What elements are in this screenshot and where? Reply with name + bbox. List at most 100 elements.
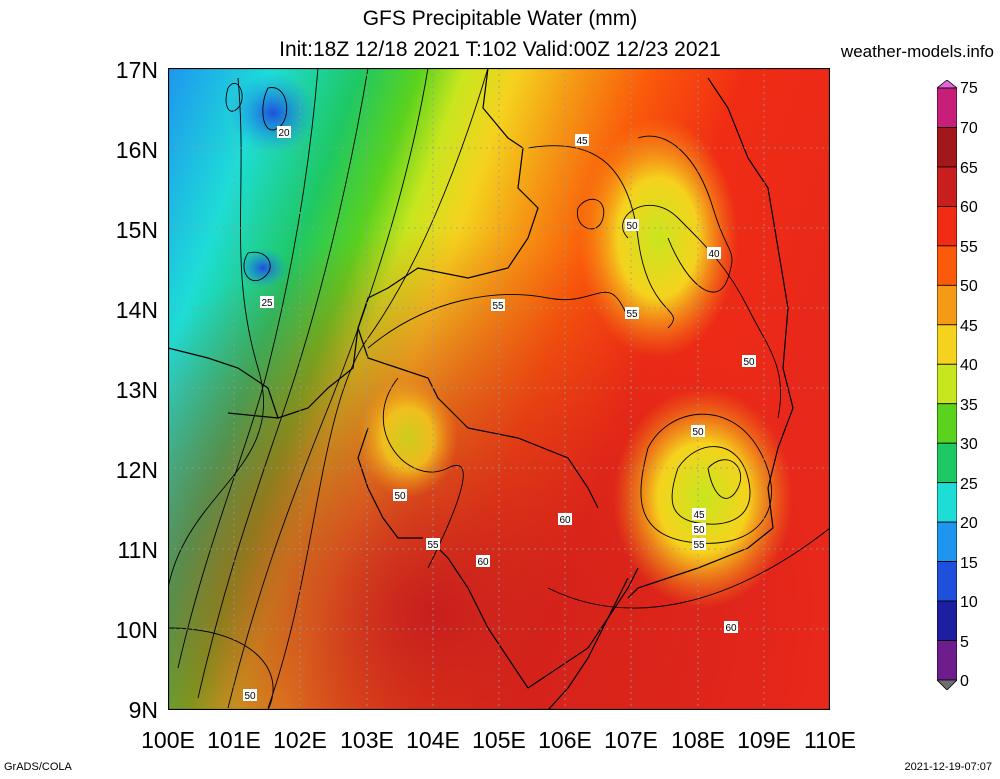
precipitable-water-map: 20 25 45 50 40 55 55 50 50 50 45 50 55 60 55 60 60 50 — [168, 68, 830, 710]
colorbar-label: 55 — [960, 239, 978, 256]
svg-text:50: 50 — [692, 427, 704, 438]
svg-text:50: 50 — [743, 357, 755, 368]
contour-label: 40 — [707, 247, 721, 260]
colorbar-step — [937, 482, 957, 523]
moisture-low-north — [578, 118, 738, 358]
contour-label: 50 — [692, 523, 706, 536]
svg-text:50: 50 — [693, 525, 705, 536]
colorbar-step — [937, 521, 957, 562]
lat-label: 10N — [115, 617, 158, 643]
colorbar-label: 40 — [960, 357, 978, 374]
colorbar-label: 75 — [960, 80, 978, 97]
svg-text:55: 55 — [693, 540, 705, 551]
contour-label: 60 — [558, 513, 572, 526]
lat-label: 12N — [115, 457, 158, 483]
colorbar-step — [937, 403, 957, 444]
coastlines-borders — [168, 68, 794, 710]
lat-label: 17N — [115, 57, 158, 83]
lon-label: 108E — [671, 727, 725, 753]
svg-text:45: 45 — [576, 136, 588, 147]
svg-text:20: 20 — [278, 128, 290, 139]
colorbar-step — [937, 600, 957, 641]
lon-label: 110E — [803, 727, 856, 753]
lon-label: 109E — [737, 727, 791, 753]
svg-text:25: 25 — [261, 298, 273, 309]
lat-label: 13N — [115, 377, 158, 403]
map-title: GFS Precipitable Water (mm) — [362, 7, 638, 30]
svg-text:50: 50 — [394, 491, 406, 502]
contour-label: 45 — [692, 508, 706, 521]
contour-label: 55 — [426, 538, 440, 551]
svg-text:55: 55 — [427, 540, 439, 551]
lat-label: 11N — [117, 537, 159, 563]
contour-lines — [168, 68, 830, 710]
svg-text:60: 60 — [477, 557, 489, 568]
contour-label: 60 — [724, 621, 738, 634]
moisture-low-east — [613, 388, 793, 608]
contour-label: 20 — [277, 126, 291, 139]
colorbar-label: 35 — [960, 397, 978, 414]
lat-label: 15N — [115, 217, 158, 243]
colorbar-label: 20 — [960, 515, 978, 532]
colorbar-step — [937, 363, 957, 405]
lon-label: 103E — [340, 727, 394, 753]
contour-label: 50 — [691, 425, 705, 438]
lon-label: 105E — [472, 727, 526, 753]
colorbar-step — [937, 206, 957, 247]
svg-text:50: 50 — [626, 221, 638, 232]
contour-label: 45 — [575, 134, 589, 147]
site-label: weather-models.info — [840, 42, 994, 61]
dry-core-west — [238, 248, 288, 288]
contour-label: 25 — [260, 296, 274, 309]
contour-label: 50 — [393, 489, 407, 502]
contour-label: 55 — [692, 538, 706, 551]
colorbar-step — [937, 245, 957, 286]
colorbar-step — [937, 284, 957, 326]
svg-text:45: 45 — [693, 510, 705, 521]
lon-label: 106E — [538, 727, 592, 753]
colorbar-label: 25 — [960, 476, 978, 493]
lat-label: 9N — [128, 697, 158, 723]
dry-core-north — [228, 73, 318, 153]
lat-label: 16N — [115, 137, 158, 163]
colorbar-label: 70 — [960, 120, 978, 137]
lon-label: 102E — [273, 727, 327, 753]
contour-label: 55 — [491, 299, 505, 312]
lon-label: 107E — [604, 727, 658, 753]
colorbar-label: 50 — [960, 278, 978, 295]
colorbar-label: 0 — [960, 673, 969, 690]
colorbar-label: 5 — [960, 634, 969, 651]
colorbar-label: 45 — [960, 318, 978, 335]
map-subtitle: Init:18Z 12/18 2021 T:102 Valid:00Z 12/2… — [279, 38, 721, 61]
colorbar-label: 65 — [960, 160, 978, 177]
contour-labels: 20 25 45 50 40 55 55 50 50 50 45 50 55 60 55 60 60 50 — [243, 126, 756, 702]
colorbar-label: 15 — [960, 555, 978, 572]
svg-text:40: 40 — [708, 249, 720, 260]
colorbar-label: 60 — [960, 199, 978, 216]
colorbar-step — [937, 127, 957, 168]
colorbar-step — [937, 166, 957, 207]
colorbar-label: 10 — [960, 594, 978, 611]
footer-left: GrADS/COLA — [4, 761, 72, 773]
contour-label: 50 — [243, 689, 257, 702]
svg-text:60: 60 — [559, 515, 571, 526]
colorbar-step — [937, 87, 957, 128]
contour-label: 55 — [625, 307, 639, 320]
colorbar-step — [937, 640, 957, 681]
lat-label: 14N — [115, 297, 158, 323]
lon-label: 104E — [406, 727, 460, 753]
colorbar-step — [937, 442, 957, 484]
svg-text:55: 55 — [626, 309, 638, 320]
svg-text:50: 50 — [244, 691, 256, 702]
colorbar-max-arrow — [937, 80, 957, 89]
lon-label: 101E — [207, 727, 261, 753]
lon-label: 100E — [141, 727, 195, 753]
colorbar — [937, 80, 957, 690]
svg-text:55: 55 — [492, 301, 504, 312]
moisture-low-west — [358, 378, 458, 498]
colorbar-step — [937, 324, 957, 365]
colorbar-step — [937, 561, 957, 602]
contour-label: 50 — [625, 219, 639, 232]
map-frame — [168, 68, 830, 710]
colorbar-label: 30 — [960, 436, 978, 453]
